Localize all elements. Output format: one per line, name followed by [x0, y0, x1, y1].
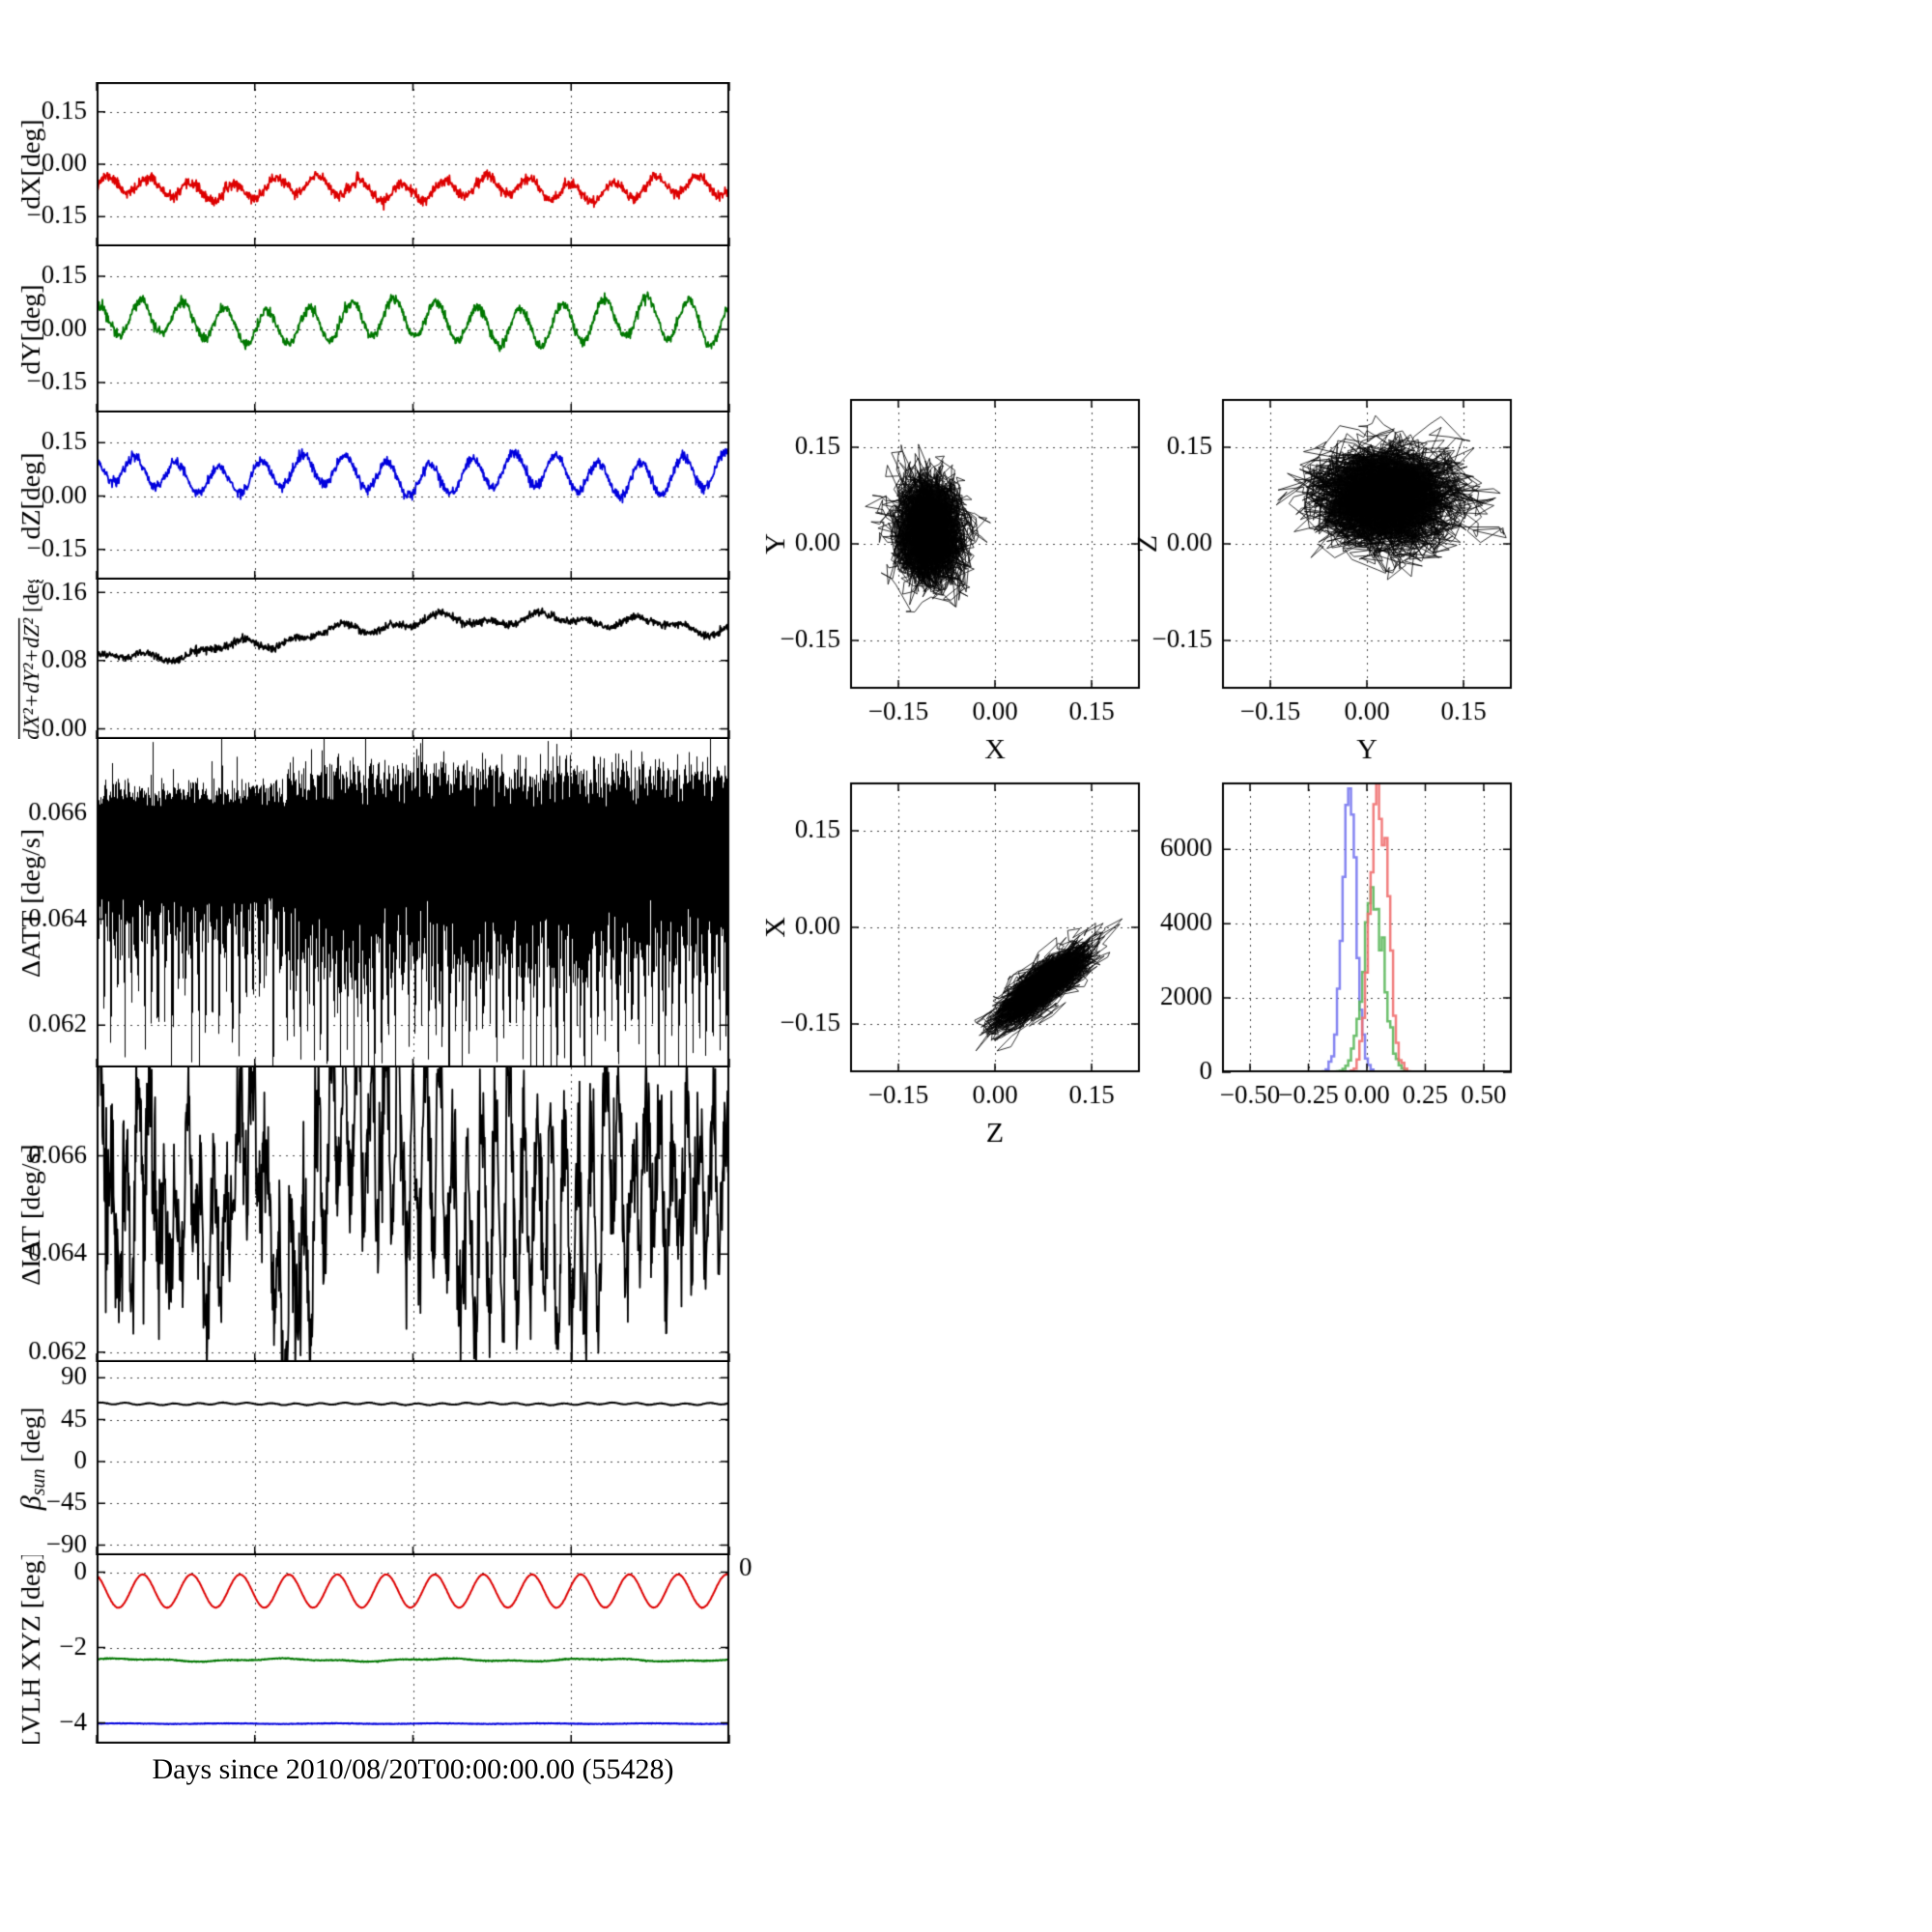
scatter-plot-z-vs-y: [1125, 389, 1550, 776]
histogram-plot: [1125, 773, 1550, 1159]
timeseries-panel-dy: [0, 246, 763, 412]
timeseries-panel-delta-att: [0, 739, 763, 1067]
timeseries-panel-beta-sun: [0, 1362, 763, 1555]
timeseries-panel-lvlh-xyz: [0, 1555, 763, 1744]
timeseries-panel-delta-iat: [0, 1067, 763, 1362]
timeseries-panel-magnitude: [0, 580, 763, 739]
x-axis-label: Days since 2010/08/20T00:00:00.00 (55428…: [152, 1753, 674, 1785]
scatter-plot-y-vs-x: [753, 389, 1179, 776]
scatter-plot-x-vs-z: [753, 773, 1179, 1159]
timeseries-panel-dz: [0, 412, 763, 580]
timeseries-panel-dx: [0, 82, 763, 246]
